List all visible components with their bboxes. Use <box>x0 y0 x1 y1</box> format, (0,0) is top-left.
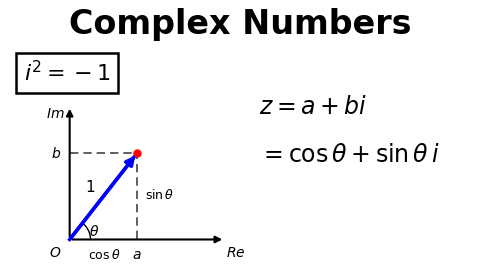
Text: $Re$: $Re$ <box>226 246 246 260</box>
Text: $Im$: $Im$ <box>46 107 64 121</box>
Text: $1$: $1$ <box>85 179 96 195</box>
Text: $z = a + bi$: $z = a + bi$ <box>259 94 368 119</box>
Text: $i^2 = -1$: $i^2 = -1$ <box>24 60 111 86</box>
Text: $= \cos\theta + \sin\theta\, i$: $= \cos\theta + \sin\theta\, i$ <box>259 143 440 167</box>
Text: $b$: $b$ <box>51 146 61 161</box>
Text: $a$: $a$ <box>132 248 142 262</box>
Text: $\cos\theta$: $\cos\theta$ <box>88 248 121 262</box>
Text: $O$: $O$ <box>48 246 61 260</box>
Text: $\sin\theta$: $\sin\theta$ <box>145 188 174 202</box>
Text: Complex Numbers: Complex Numbers <box>69 8 411 41</box>
Text: $\theta$: $\theta$ <box>89 224 99 239</box>
